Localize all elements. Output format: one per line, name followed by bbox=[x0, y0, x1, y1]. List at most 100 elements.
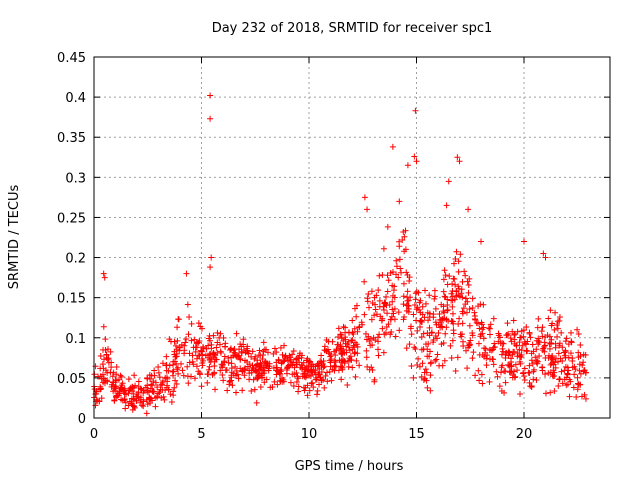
data-point bbox=[391, 294, 398, 301]
data-point bbox=[524, 347, 531, 354]
data-point bbox=[561, 367, 568, 374]
data-point bbox=[207, 264, 214, 271]
data-point bbox=[412, 107, 419, 114]
data-point bbox=[411, 344, 418, 351]
x-tick-label: 0 bbox=[90, 427, 98, 442]
data-point bbox=[239, 368, 246, 375]
data-point bbox=[278, 360, 285, 367]
data-point bbox=[393, 257, 400, 264]
data-point bbox=[148, 381, 155, 388]
data-point bbox=[577, 342, 584, 349]
data-point bbox=[312, 367, 319, 374]
data-point bbox=[476, 325, 483, 332]
data-point bbox=[167, 391, 174, 398]
data-point bbox=[393, 271, 400, 278]
data-point bbox=[190, 344, 197, 351]
data-point bbox=[367, 335, 374, 342]
data-point bbox=[493, 368, 500, 375]
data-point bbox=[443, 324, 450, 331]
data-point bbox=[521, 373, 528, 380]
data-point bbox=[426, 313, 433, 320]
data-point bbox=[133, 397, 140, 404]
data-point bbox=[426, 292, 433, 299]
data-point bbox=[520, 333, 527, 340]
data-point bbox=[514, 367, 521, 374]
data-point bbox=[181, 342, 188, 349]
data-point bbox=[418, 373, 425, 380]
data-point bbox=[375, 352, 382, 359]
data-point bbox=[410, 311, 417, 318]
data-point bbox=[452, 256, 459, 263]
data-point bbox=[561, 349, 568, 356]
data-point bbox=[251, 355, 258, 362]
data-point bbox=[112, 377, 119, 384]
data-point bbox=[424, 309, 431, 316]
data-point bbox=[441, 357, 448, 364]
data-point bbox=[314, 391, 321, 398]
data-point bbox=[404, 162, 411, 169]
data-point bbox=[228, 377, 235, 384]
data-point bbox=[544, 332, 551, 339]
data-point bbox=[233, 330, 240, 337]
data-point bbox=[542, 342, 549, 349]
data-point bbox=[174, 337, 181, 344]
data-point bbox=[178, 360, 185, 367]
data-point bbox=[151, 367, 158, 374]
data-point bbox=[208, 254, 215, 261]
data-point bbox=[343, 343, 350, 350]
data-point bbox=[419, 360, 426, 367]
data-point bbox=[364, 206, 371, 213]
data-point bbox=[396, 327, 403, 334]
data-point bbox=[172, 342, 179, 349]
data-point bbox=[340, 346, 347, 353]
data-point bbox=[372, 336, 379, 343]
data-point bbox=[455, 258, 462, 265]
data-point bbox=[301, 370, 308, 377]
data-point bbox=[119, 380, 126, 387]
data-point bbox=[510, 317, 517, 324]
data-point bbox=[144, 375, 151, 382]
data-point bbox=[354, 350, 361, 357]
data-point bbox=[401, 233, 408, 240]
data-point bbox=[132, 382, 139, 389]
data-point bbox=[486, 378, 493, 385]
data-point bbox=[574, 386, 581, 393]
data-point bbox=[298, 362, 305, 369]
data-point bbox=[249, 348, 256, 355]
data-point bbox=[147, 395, 154, 402]
data-point bbox=[162, 387, 169, 394]
data-point bbox=[405, 302, 412, 309]
data-point bbox=[413, 288, 420, 295]
data-point bbox=[524, 338, 531, 345]
data-point bbox=[436, 310, 443, 317]
data-point bbox=[257, 352, 264, 359]
data-point bbox=[225, 355, 232, 362]
data-point bbox=[270, 350, 277, 357]
data-point bbox=[467, 337, 474, 344]
data-point bbox=[551, 387, 558, 394]
data-point bbox=[438, 323, 445, 330]
data-point bbox=[521, 365, 528, 372]
data-point bbox=[345, 339, 352, 346]
data-point bbox=[383, 323, 390, 330]
data-point bbox=[511, 330, 518, 337]
data-point bbox=[342, 324, 349, 331]
data-point bbox=[562, 348, 569, 355]
data-point bbox=[513, 342, 520, 349]
x-axis-label: GPS time / hours bbox=[295, 459, 404, 474]
data-point bbox=[206, 337, 213, 344]
data-point bbox=[526, 330, 533, 337]
data-point bbox=[554, 325, 561, 332]
data-point bbox=[410, 374, 417, 381]
y-tick-label: 0 bbox=[78, 412, 86, 427]
data-point bbox=[440, 276, 447, 283]
data-point bbox=[530, 368, 537, 375]
data-point bbox=[563, 335, 570, 342]
data-point bbox=[94, 373, 101, 380]
data-point bbox=[347, 357, 354, 364]
data-point bbox=[558, 329, 565, 336]
data-point bbox=[279, 351, 286, 358]
data-point bbox=[379, 272, 386, 279]
data-point bbox=[567, 350, 574, 357]
